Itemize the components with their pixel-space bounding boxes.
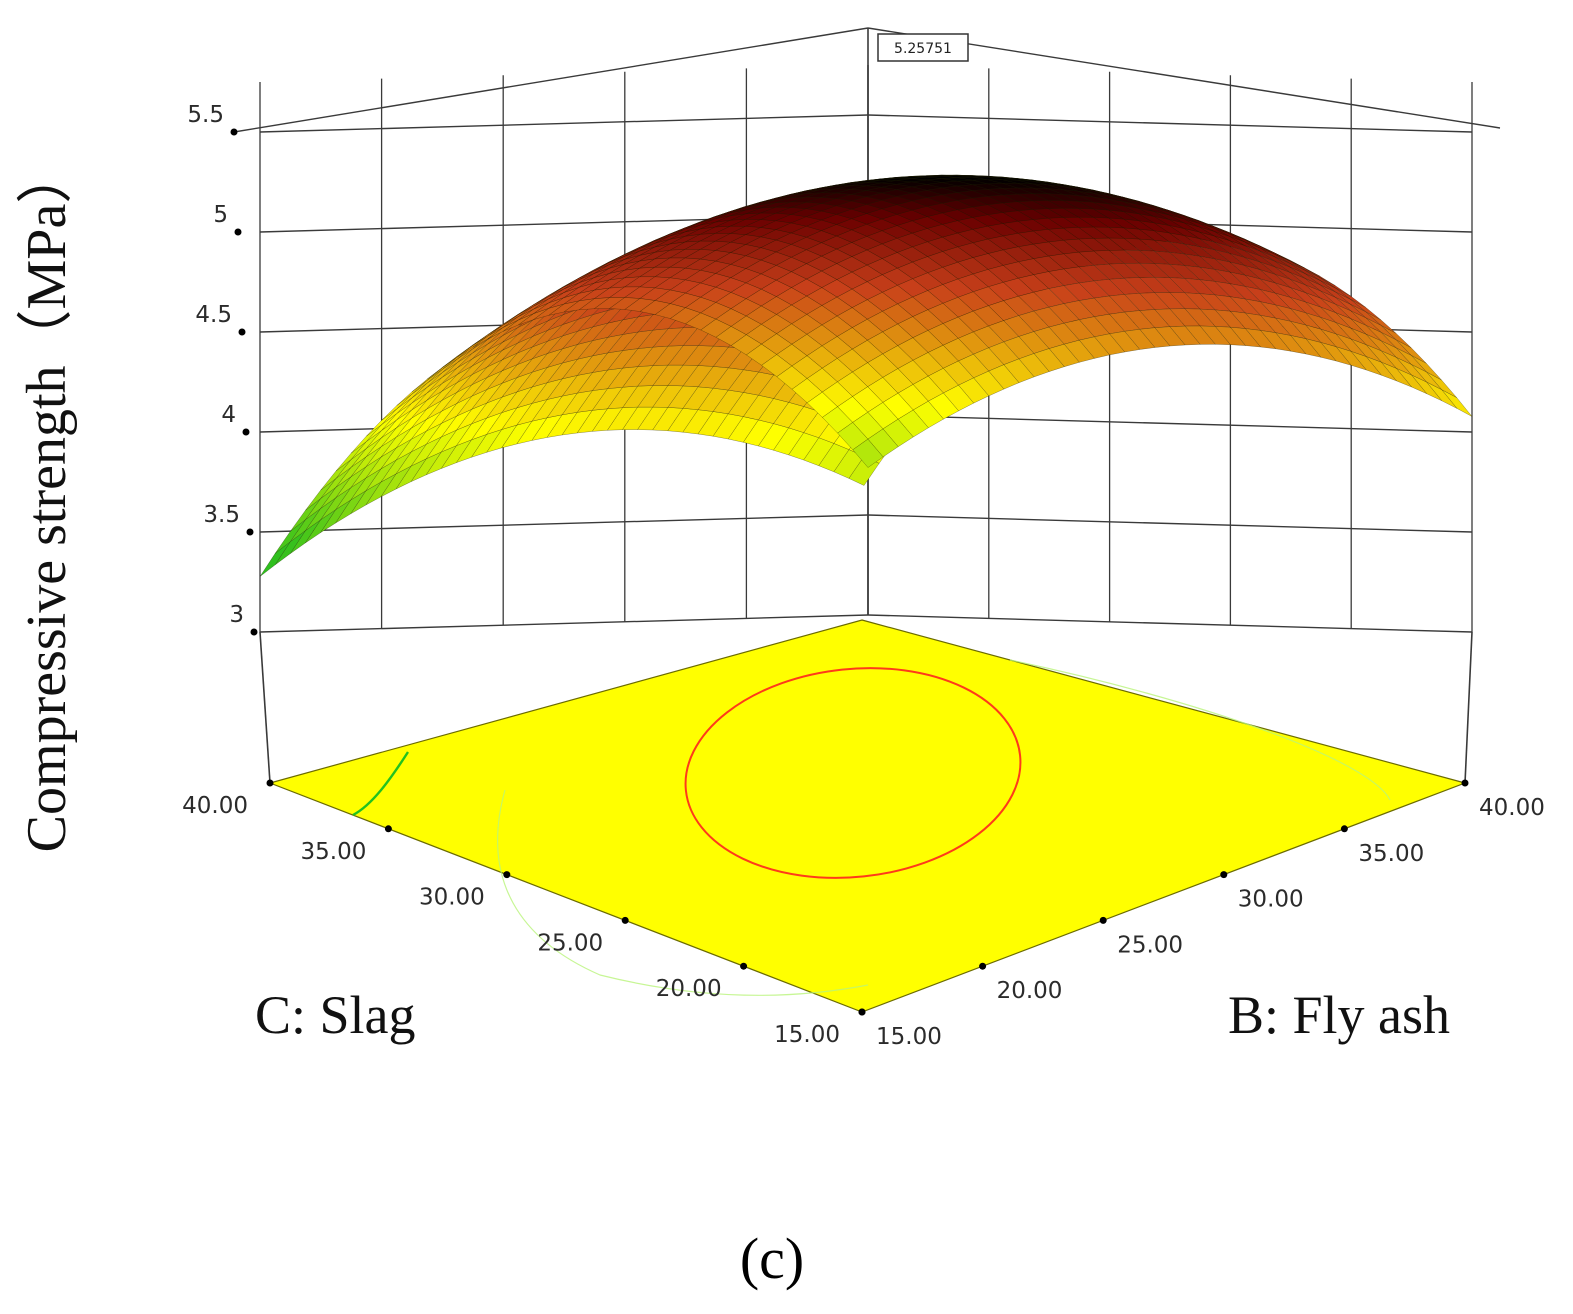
z-tick-mark (230, 128, 238, 136)
z-tick-label: 4.5 (195, 302, 232, 328)
fly-ash-tick-mark (858, 1008, 866, 1016)
slag-axis-title: C: Slag (255, 985, 416, 1045)
z-axis-title: Compressive strength（MPa） (16, 148, 78, 853)
slag-tick-label: 40.00 (182, 793, 248, 819)
slag-tick-mark (621, 916, 629, 924)
slag-tick-label: 30.00 (419, 885, 485, 911)
slag-tick-mark (384, 825, 392, 833)
slag-tick-label: 20.00 (656, 976, 722, 1002)
wall-grid-line (867, 114, 1473, 133)
wall-grid-line (259, 614, 869, 633)
z-tick-mark (238, 328, 246, 336)
wall-grid-line (867, 414, 1473, 433)
fly-ash-tick-label: 25.00 (1117, 932, 1183, 958)
surface-cell (259, 541, 291, 577)
z-tick-mark (250, 628, 258, 636)
fly-ash-tick-mark (979, 962, 987, 970)
slag-tick-mark (503, 871, 511, 879)
wall-grid-line (867, 614, 1473, 633)
contour-high (684, 667, 1022, 879)
fly-ash-tick-mark (1220, 871, 1228, 879)
axes: 3 3.5 4 4.5 5 5.5 15.00 20.00 25.00 30.00 35.00 40.… (182, 102, 1545, 1050)
fly-ash-tick-label: 35.00 (1358, 841, 1424, 867)
slag-tick-label: 35.00 (301, 839, 367, 865)
max-readout-box: 5.25751 (877, 33, 969, 62)
wall-top-edge (867, 27, 1501, 129)
fly-ash-tick-mark (1099, 916, 1107, 924)
max-readout-value: 5.25751 (894, 41, 952, 57)
floor-plane (268, 619, 1467, 1013)
wall-grid-line (259, 114, 869, 133)
z-tick-label: 3 (229, 602, 244, 628)
fly-ash-axis-title: B: Fly ash (1228, 985, 1450, 1045)
panel-label: (c) (740, 1226, 804, 1291)
z-tick-label: 5 (213, 202, 228, 228)
fly-ash-tick-label: 20.00 (997, 978, 1063, 1004)
fly-ash-tick-label: 40.00 (1479, 795, 1545, 821)
wall-top-edge (233, 27, 869, 133)
wall-outer-edge (1464, 631, 1473, 784)
z-tick-mark (234, 228, 242, 236)
wall-grid-line (867, 514, 1473, 533)
wall-grid-line (259, 514, 869, 533)
contour-mid (497, 789, 869, 996)
slag-tick-label: 25.00 (537, 930, 603, 956)
contour-mid (1009, 659, 1391, 801)
z-tick-mark (246, 528, 254, 536)
z-tick-label: 4 (221, 402, 236, 428)
surface-cell (852, 438, 884, 468)
fly-ash-tick-label: 30.00 (1238, 887, 1304, 913)
slag-tick-mark (266, 779, 274, 787)
z-tick-label: 3.5 (203, 502, 240, 528)
slag-tick-label: 15.00 (774, 1022, 840, 1048)
contour-low (352, 751, 410, 817)
z-tick-label: 5.5 (187, 102, 224, 128)
fly-ash-tick-mark (1461, 779, 1469, 787)
wall-outer-edge (259, 631, 271, 784)
response-surface (259, 174, 1473, 577)
slag-tick-mark (740, 962, 748, 970)
z-tick-mark (242, 428, 250, 436)
fly-ash-tick-label: 15.00 (876, 1024, 942, 1050)
contour-floor (268, 619, 1467, 1013)
fly-ash-tick-mark (1340, 825, 1348, 833)
